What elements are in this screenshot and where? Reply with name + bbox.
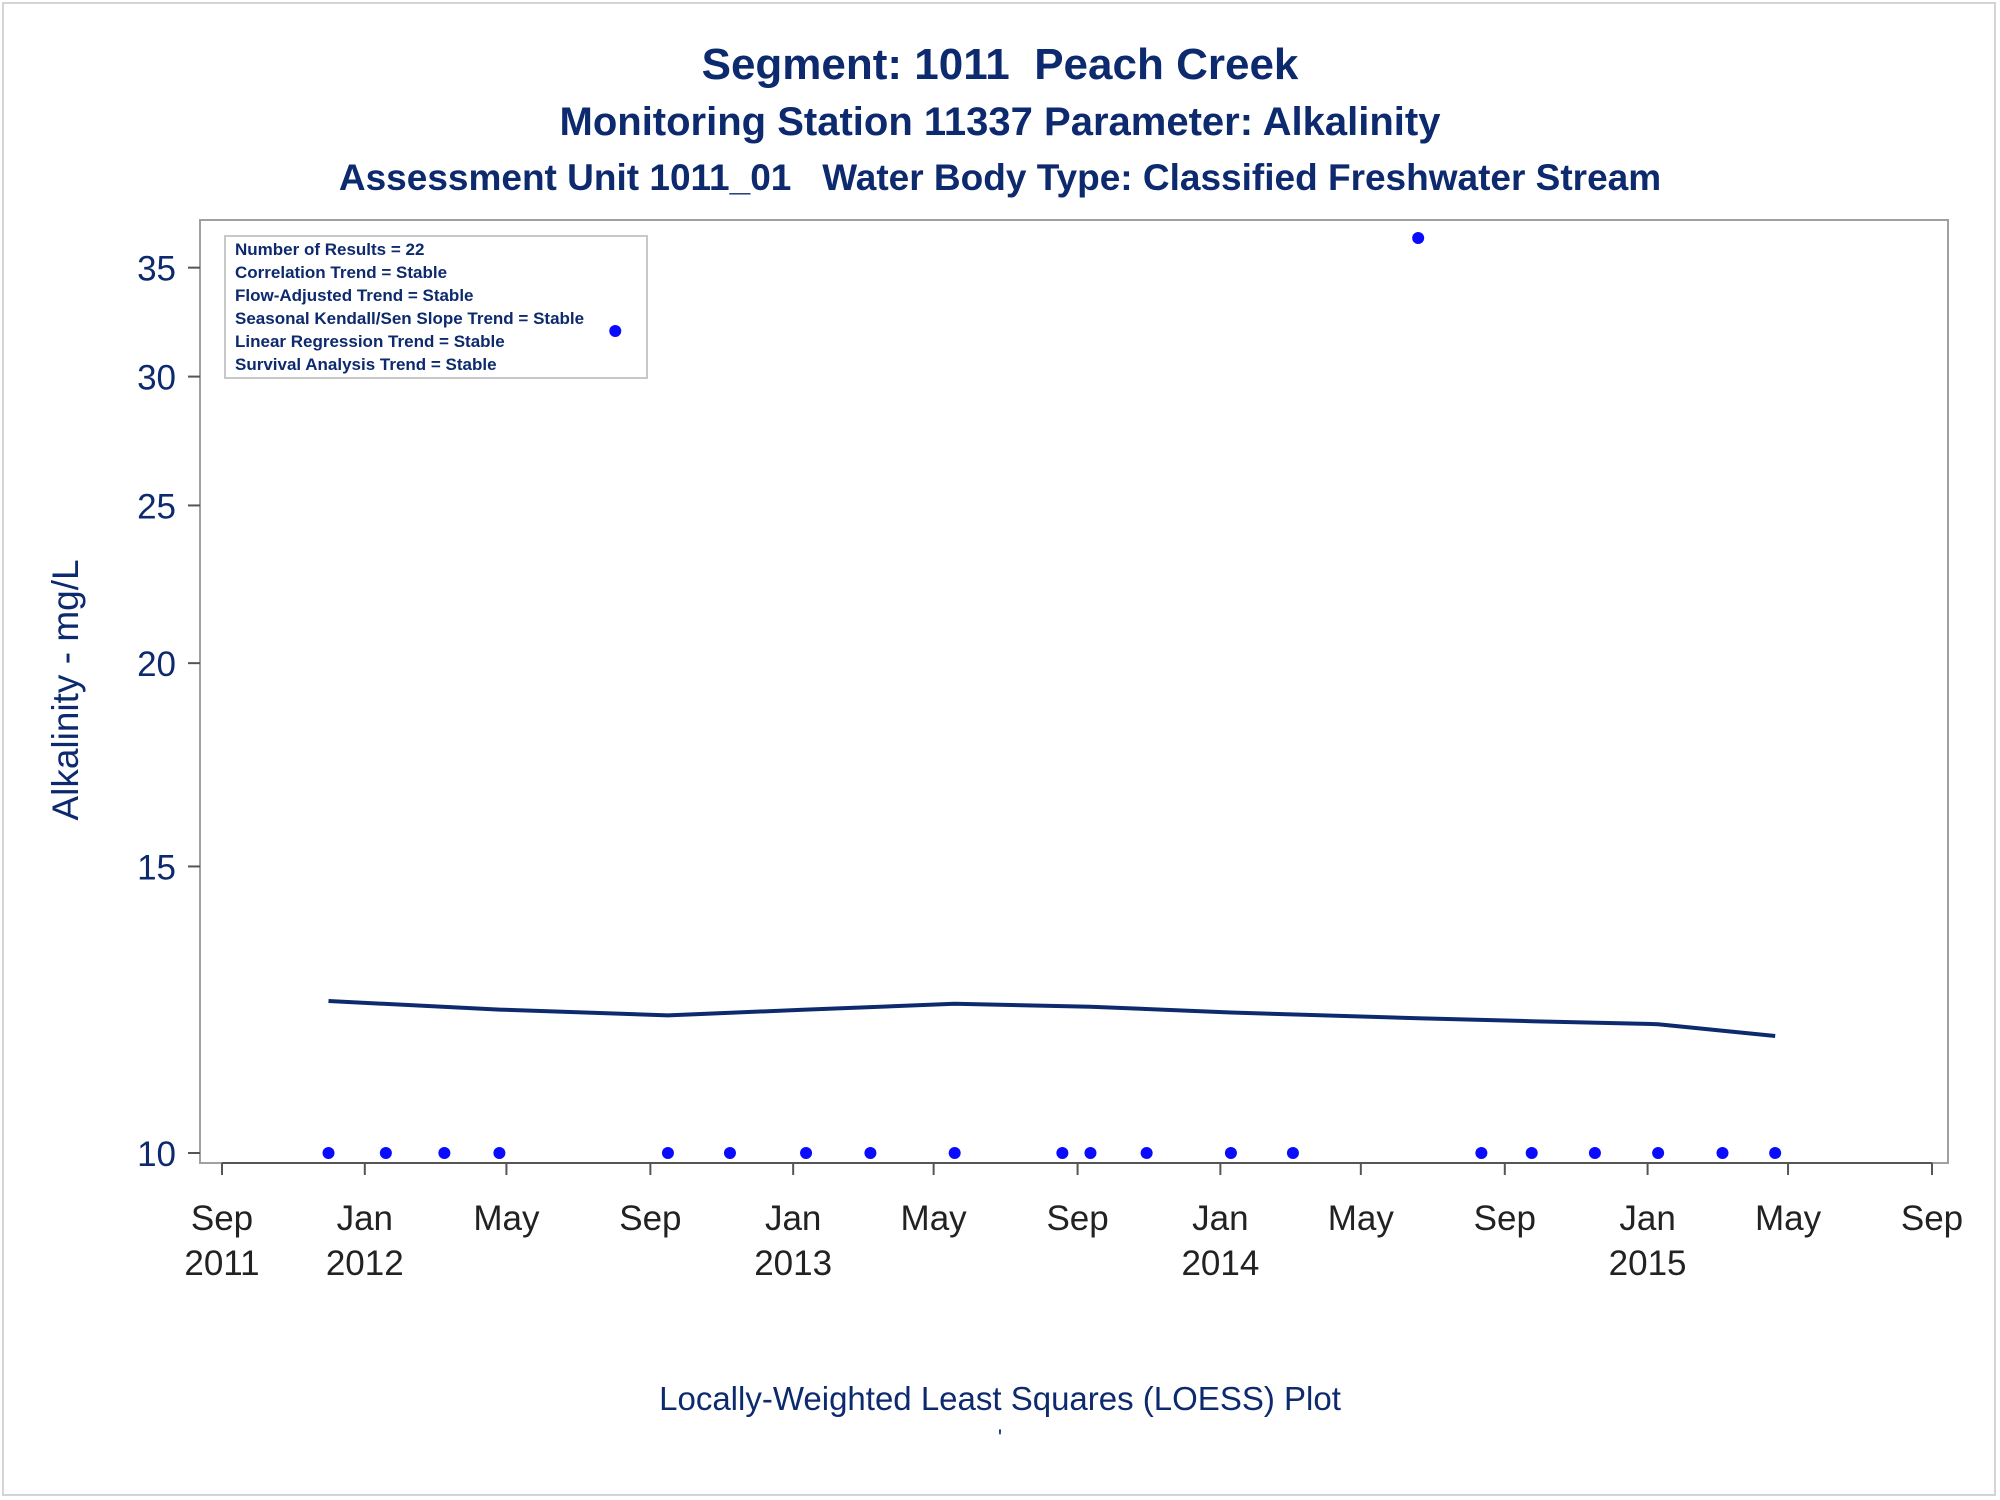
data-point: [1769, 1147, 1782, 1159]
chart-title: Segment: 1011 Peach Creek: [701, 40, 1299, 89]
x-tick-label: May: [473, 1199, 540, 1238]
x-tick-label: Jan: [765, 1199, 821, 1238]
y-tick-label: 20: [137, 645, 176, 684]
stats-inset-line: Flow-Adjusted Trend = Stable: [235, 286, 474, 305]
stats-inset-line: Seasonal Kendall/Sen Slope Trend = Stabl…: [235, 309, 584, 328]
stats-inset: Number of Results = 22 Correlation Trend …: [224, 235, 648, 379]
data-point: [322, 1147, 335, 1159]
axes: 10 15 20 25 30 35 Sep 2011 Jan 2012 May Sep Jan 2013 M…: [137, 250, 1963, 1283]
y-tick-label: 10: [137, 1135, 176, 1174]
x-tick-label: May: [901, 1199, 968, 1238]
data-point: [1084, 1147, 1097, 1159]
x-tick-label: Sep: [1474, 1199, 1536, 1238]
data-point: [1475, 1147, 1488, 1159]
stats-inset-line: Survival Analysis Trend = Stable: [235, 355, 497, 374]
y-axis-label: Alkalinity - mg/L: [45, 559, 86, 820]
x-tick-label: Sep: [619, 1199, 681, 1238]
y-tick-label: 35: [137, 250, 176, 289]
data-point: [1525, 1147, 1538, 1159]
data-point: [1716, 1147, 1729, 1159]
stats-inset-line: Number of Results = 22: [235, 240, 424, 259]
data-point: [948, 1147, 961, 1159]
chart-subtitle: Monitoring Station 11337 Parameter: Alka…: [559, 100, 1441, 144]
y-tick-label: 30: [137, 359, 176, 398]
data-point: [1140, 1147, 1153, 1159]
data-point: [1056, 1147, 1069, 1159]
x-tick-year-label: 2014: [1181, 1244, 1259, 1283]
stats-inset-line: Linear Regression Trend = Stable: [235, 332, 505, 351]
data-point: [661, 1147, 674, 1159]
y-tick-label: 15: [137, 848, 176, 887]
data-points: [322, 232, 1782, 1159]
data-point: [800, 1147, 813, 1159]
x-tick-label: Sep: [191, 1199, 253, 1238]
data-point: [864, 1147, 877, 1159]
chart-subtitle-assessment: Assessment Unit 1011_01 Water Body Type:…: [338, 157, 1662, 198]
loess-curve: [328, 999, 1776, 1038]
x-tick-year-label: 2011: [184, 1244, 259, 1283]
data-point: [1588, 1147, 1601, 1159]
data-point: [493, 1147, 506, 1159]
x-tick-label: Jan: [337, 1199, 393, 1238]
x-tick-label: Jan: [1192, 1199, 1248, 1238]
x-tick-label: Sep: [1901, 1199, 1963, 1238]
chart-footnote: Locally-Weighted Least Squares (LOESS) P…: [659, 1380, 1341, 1417]
data-point: [1286, 1147, 1299, 1159]
x-tick-label: May: [1755, 1199, 1822, 1238]
y-tick-label: 25: [137, 487, 176, 526]
x-tick-label: May: [1328, 1199, 1395, 1238]
x-tick-year-label: 2012: [326, 1244, 404, 1283]
x-tick-label: Jan: [1619, 1199, 1675, 1238]
x-tick-year-label: 2013: [754, 1244, 832, 1283]
data-point: [1652, 1147, 1665, 1159]
data-point: [609, 324, 622, 337]
x-tick-label: Sep: [1046, 1199, 1108, 1238]
stats-inset-box: [224, 235, 648, 379]
data-point: [1224, 1147, 1237, 1159]
data-point: [379, 1147, 392, 1159]
chart-footnote-mark: ': [997, 1425, 1003, 1450]
data-point: [723, 1147, 736, 1159]
data-point: [1412, 232, 1425, 244]
x-tick-year-label: 2015: [1609, 1244, 1687, 1283]
stats-inset-line: Correlation Trend = Stable: [235, 263, 447, 282]
data-point: [438, 1147, 451, 1159]
